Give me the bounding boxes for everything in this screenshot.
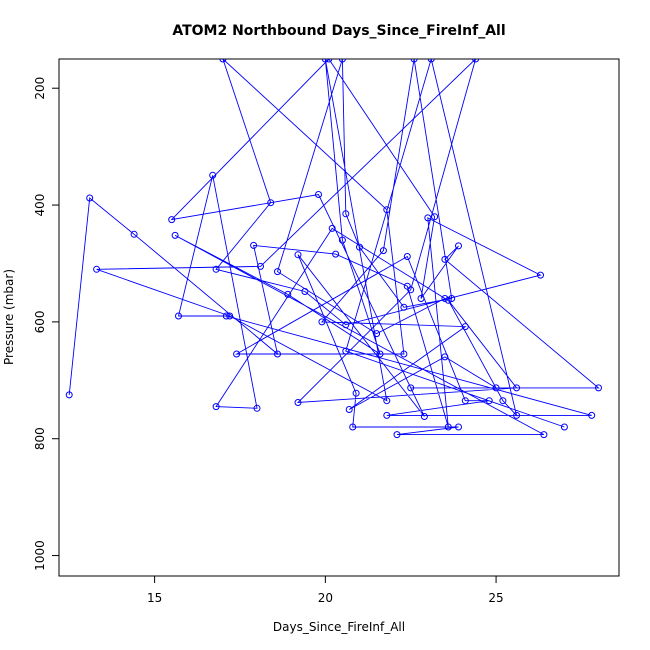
data-point <box>461 397 469 405</box>
data-point <box>537 271 544 279</box>
data-point <box>400 303 408 311</box>
series-layer <box>65 59 602 439</box>
data-point <box>424 214 432 222</box>
data-point <box>499 397 507 405</box>
chart-title: ATOM2 Northbound Days_Since_FireInf_All <box>172 23 505 39</box>
data-point <box>513 384 521 392</box>
y-tick-label: 800 <box>33 427 47 450</box>
data-point <box>338 236 346 244</box>
data-point <box>338 59 346 63</box>
data-point <box>332 250 340 258</box>
data-point <box>253 404 261 412</box>
data-point <box>318 318 326 326</box>
data-point <box>168 216 176 224</box>
x-tick-label: 20 <box>318 591 333 605</box>
data-point <box>171 231 179 239</box>
data-point <box>315 191 322 198</box>
data-point <box>250 241 258 249</box>
data-point <box>492 384 500 392</box>
x-tick-label: 15 <box>147 591 162 605</box>
data-point <box>441 295 449 302</box>
data-point <box>400 350 408 358</box>
data-point <box>342 321 350 329</box>
y-tick-label: 1000 <box>33 540 47 571</box>
data-point <box>441 255 449 263</box>
data-point <box>540 431 548 439</box>
data-point <box>345 406 353 413</box>
data-point <box>233 350 241 358</box>
data-point <box>461 323 469 331</box>
data-point <box>448 295 456 302</box>
y-tick-label: 200 <box>33 77 47 100</box>
data-point <box>284 290 292 298</box>
data-point <box>560 423 568 431</box>
data-point <box>301 288 309 295</box>
data-point <box>209 171 217 179</box>
data-point <box>325 59 333 63</box>
y-tick-label: 400 <box>33 194 47 217</box>
data-point <box>444 296 452 304</box>
data-point <box>267 199 275 207</box>
data-point <box>383 397 391 405</box>
data-point <box>376 350 384 358</box>
data-point <box>86 194 94 202</box>
data-point <box>212 403 220 411</box>
data-point <box>294 251 302 259</box>
series-line <box>68 59 600 436</box>
data-point <box>373 330 381 338</box>
data-point <box>257 262 264 270</box>
x-tick-label: 25 <box>488 591 503 605</box>
data-point <box>212 265 220 273</box>
data-point <box>274 268 281 276</box>
data-point <box>342 210 350 218</box>
data-point <box>65 391 73 399</box>
data-point <box>379 247 387 255</box>
data-point <box>595 384 602 392</box>
data-point <box>393 431 401 439</box>
data-point <box>407 384 415 392</box>
data-point <box>417 295 425 302</box>
y-axis: 200 400 600 800 1000 <box>33 77 59 571</box>
data-point <box>444 423 452 431</box>
data-point <box>441 353 449 361</box>
data-point <box>410 59 418 63</box>
x-axis: 15 20 25 <box>147 576 504 605</box>
data-point <box>294 399 302 406</box>
data-point <box>328 224 336 232</box>
data-point <box>349 423 357 431</box>
data-point <box>427 59 435 63</box>
data-point <box>407 286 415 294</box>
data-point <box>420 413 428 420</box>
data-point <box>431 213 439 221</box>
data-point <box>455 423 462 431</box>
data-point <box>352 389 360 397</box>
data-point <box>342 347 350 355</box>
y-axis-label: Pressure (mbar) <box>2 269 16 365</box>
data-point <box>222 312 230 320</box>
data-point <box>130 230 138 238</box>
data-point <box>219 59 227 63</box>
data-point <box>588 411 596 419</box>
data-point <box>513 411 521 419</box>
x-axis-label: Days_Since_FireInf_All <box>273 620 405 634</box>
data-point <box>485 397 493 405</box>
data-point <box>472 59 480 63</box>
y-tick-label: 600 <box>33 310 47 333</box>
data-point <box>383 411 391 419</box>
data-point <box>383 206 391 214</box>
data-point <box>455 242 462 250</box>
data-point <box>356 243 363 251</box>
data-point <box>274 350 281 358</box>
data-point <box>321 59 329 63</box>
data-point <box>175 312 182 320</box>
data-point <box>93 265 101 273</box>
data-point <box>226 312 234 320</box>
data-point <box>403 253 411 260</box>
